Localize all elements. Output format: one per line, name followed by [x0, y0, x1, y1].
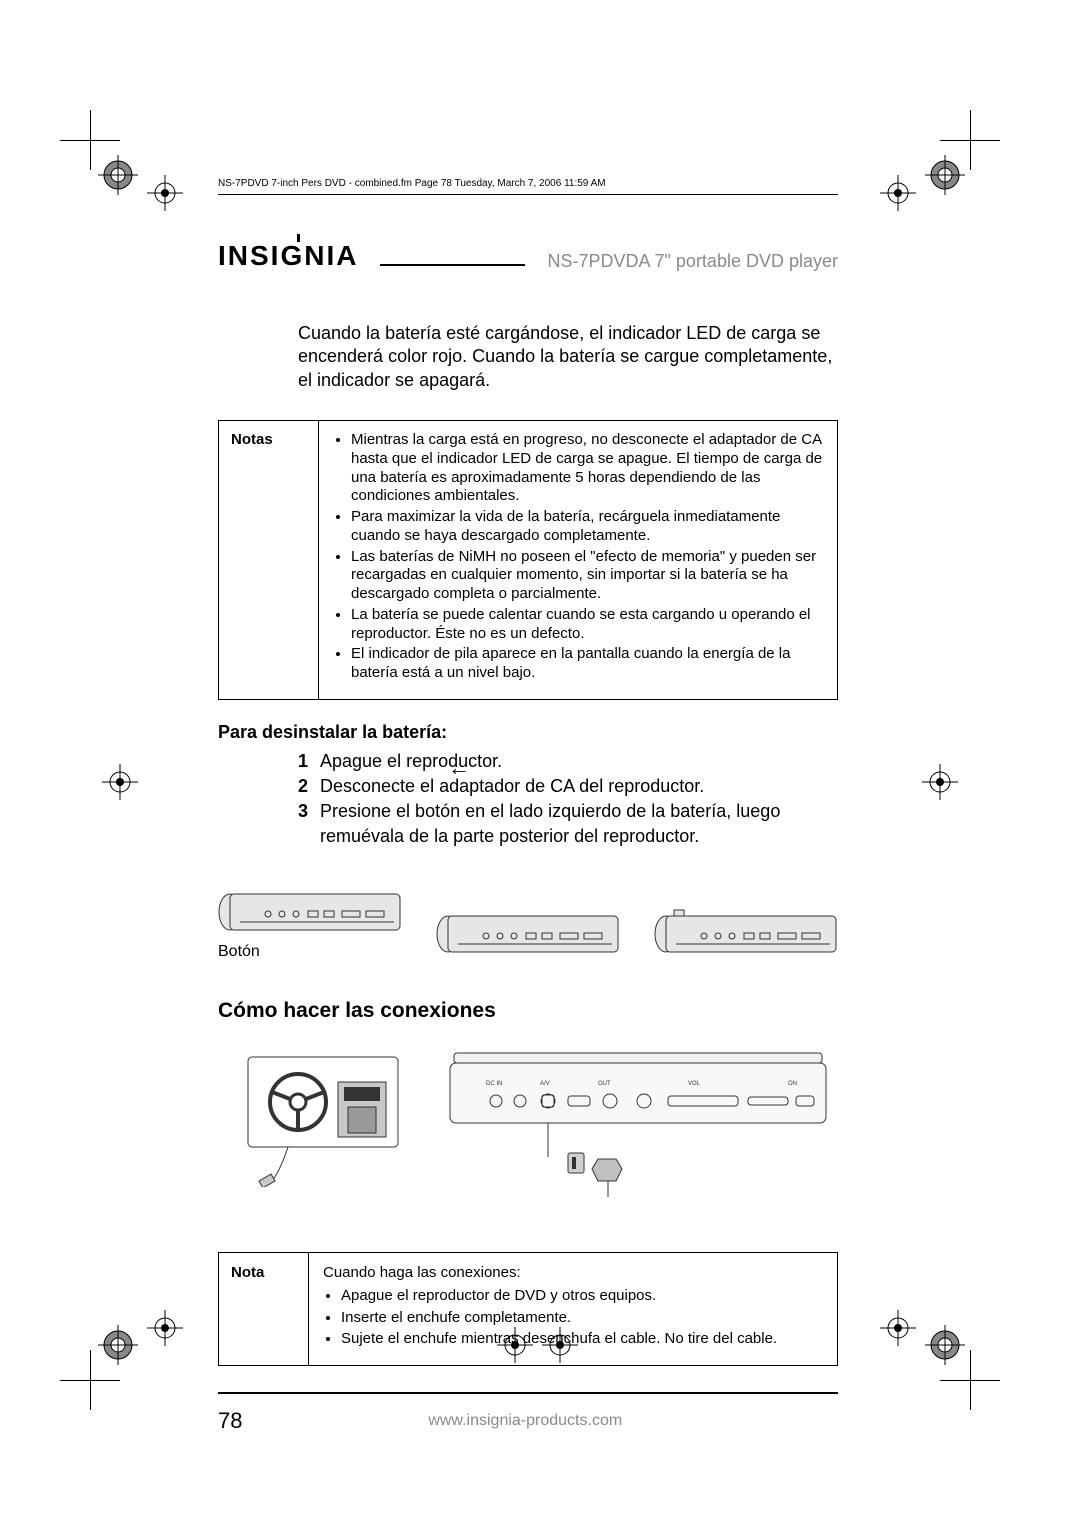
notes-item: El indicador de pila aparece en la panta…: [351, 645, 823, 683]
connections-heading: Cómo hacer las conexiones: [218, 999, 838, 1023]
registration-mark-icon: [878, 173, 918, 213]
intro-paragraph: Cuando la batería esté cargándose, el in…: [298, 322, 838, 392]
notes-item: Mientras la carga está en progreso, no d…: [351, 431, 823, 506]
step-item: 2Desconecte el adaptador de CA del repro…: [298, 774, 838, 799]
registration-mark-icon: [878, 1308, 918, 1348]
registration-mark-icon: [98, 1325, 138, 1365]
page-footer: 78 www.insignia-products.com: [218, 1392, 838, 1434]
device-diagram: [654, 900, 844, 961]
registration-mark-icon: [100, 762, 140, 802]
brand-logo: INSIGNIA: [218, 240, 358, 272]
header-meta: NS-7PDVD 7-inch Pers DVD - combined.fm P…: [218, 178, 606, 189]
crop-mark: [940, 1380, 1000, 1381]
step-item: 1Apague el reproductor.: [298, 749, 838, 774]
crop-mark: [60, 140, 120, 141]
step-number: 3: [298, 799, 320, 849]
registration-mark-icon: [920, 762, 960, 802]
nota-box: Nota Cuando haga las conexiones: Apague …: [218, 1252, 838, 1366]
step-text: Presione el botón en el lado izquierdo d…: [320, 799, 838, 849]
page-header: INSIGNIA NS-7PDVDA 7" portable DVD playe…: [218, 240, 838, 272]
step-item: 3Presione el botón en el lado izquierdo …: [298, 799, 838, 849]
step-number: 1: [298, 749, 320, 774]
connections-diagram: DC IN A/V OUT VOL ON: [238, 1047, 838, 1222]
uninstall-steps: 1Apague el reproductor. 2Desconecte el a…: [298, 749, 838, 850]
boton-label: Botón: [218, 943, 408, 961]
svg-text:VOL: VOL: [688, 1081, 701, 1087]
page-number: 78: [218, 1408, 242, 1434]
svg-text:ON: ON: [788, 1081, 797, 1087]
registration-mark-icon: [925, 1325, 965, 1365]
step-text: Desconecte el adaptador de CA del reprod…: [320, 774, 838, 799]
svg-text:DC IN: DC IN: [486, 1081, 502, 1087]
arrow-left-icon: ←: [448, 755, 470, 781]
device-diagram-row: Botón: [218, 878, 838, 961]
notes-item: Para maximizar la vida de la batería, re…: [351, 508, 823, 546]
nota-content: Cuando haga las conexiones: Apague el re…: [309, 1253, 837, 1365]
nota-intro: Cuando haga las conexiones:: [323, 1263, 823, 1283]
nota-item: Apague el reproductor de DVD y otros equ…: [341, 1286, 823, 1306]
step-number: 2: [298, 774, 320, 799]
notes-item: La batería se puede calentar cuando se e…: [351, 606, 823, 644]
player-diagram: DC IN A/V OUT VOL ON: [448, 1047, 828, 1222]
svg-text:A/V: A/V: [540, 1081, 550, 1087]
notes-content: Mientras la carga está en progreso, no d…: [319, 421, 837, 699]
car-diagram: [238, 1047, 408, 1192]
step-text: Apague el reproductor.: [320, 749, 838, 774]
crop-mark: [940, 140, 1000, 141]
svg-text:OUT: OUT: [598, 1081, 611, 1087]
nota-item: Sujete el enchufe mientras desenchufa el…: [341, 1329, 823, 1349]
header-rule: [218, 194, 838, 195]
nota-item: Inserte el enchufe completamente.: [341, 1308, 823, 1328]
registration-mark-icon: [145, 1308, 185, 1348]
notes-box: Notas Mientras la carga está en progreso…: [218, 420, 838, 700]
brand-logo-text: INSIGNIA: [218, 240, 358, 271]
notes-item: Las baterías de NiMH no poseen el "efect…: [351, 548, 823, 604]
registration-mark-icon: [145, 173, 185, 213]
logo-accent-icon: [297, 234, 300, 242]
footer-url: www.insignia-products.com: [242, 1412, 808, 1430]
notes-label: Notas: [219, 421, 319, 699]
registration-mark-icon: [98, 155, 138, 195]
page: NS-7PDVD 7-inch Pers DVD - combined.fm P…: [0, 0, 1080, 1527]
crop-mark: [60, 1380, 120, 1381]
registration-mark-icon: [925, 155, 965, 195]
device-diagram: [436, 900, 626, 961]
product-title: NS-7PDVDA 7" portable DVD player: [547, 251, 838, 272]
device-diagram: Botón: [218, 878, 408, 961]
uninstall-heading: Para desinstalar la batería:: [218, 722, 838, 743]
content-area: INSIGNIA NS-7PDVDA 7" portable DVD playe…: [218, 240, 838, 1434]
nota-label: Nota: [219, 1253, 309, 1365]
header-divider: [380, 264, 525, 266]
